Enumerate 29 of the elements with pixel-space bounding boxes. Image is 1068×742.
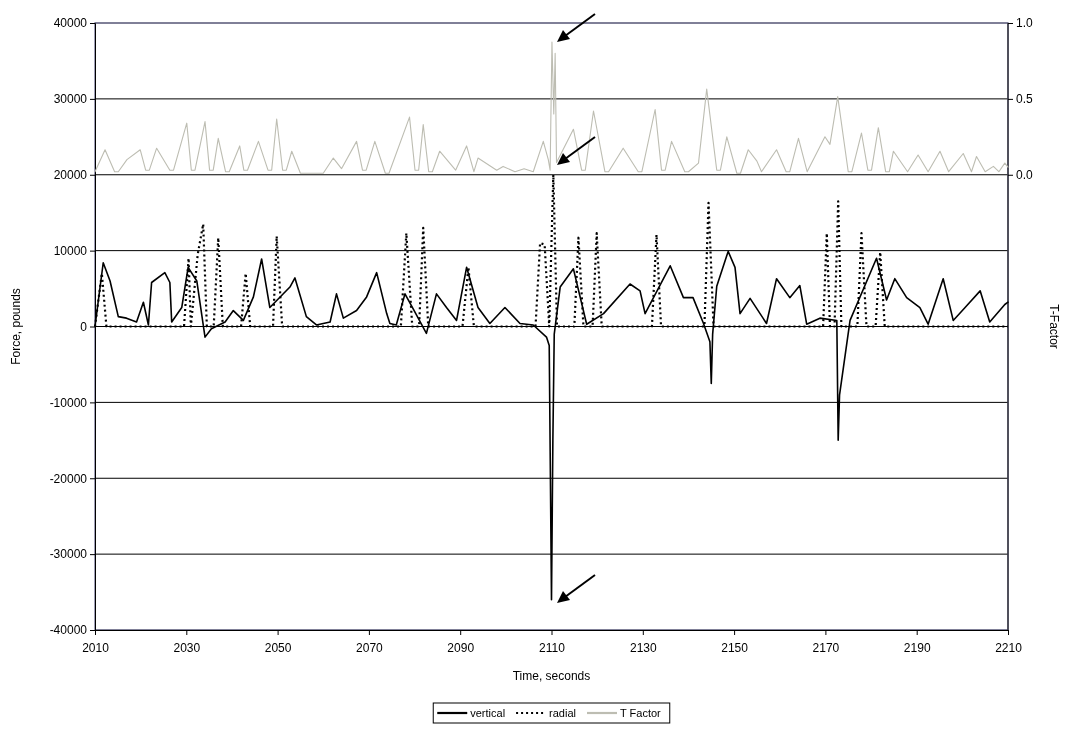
x-tick-label: 2190 [903, 641, 931, 656]
y-tick-label: 40000 [53, 16, 88, 31]
y2-tick-label: 0.0 [1016, 168, 1034, 183]
y2-axis-title: T-Factor [1047, 304, 1061, 349]
legend-label: vertical [470, 707, 506, 719]
y2-tick-label: 0.5 [1016, 92, 1034, 107]
x-tick-label: 2110 [539, 641, 566, 656]
y-tick-label: 30000 [53, 92, 88, 107]
x-axis-title: Time, seconds [512, 669, 591, 683]
y2-tick-label: 1.0 [1016, 16, 1034, 31]
y-tick-label: 20000 [53, 168, 88, 183]
y-tick-label: 10000 [53, 243, 88, 258]
x-tick-label: 2210 [995, 641, 1023, 656]
x-tick-label: 2090 [447, 641, 475, 656]
y-axis-title: Force, pounds [9, 288, 23, 365]
y-tick-label: -40000 [49, 623, 88, 638]
x-tick-label: 2170 [812, 641, 840, 656]
x-tick-label: 2010 [82, 641, 110, 656]
x-tick-label: 2050 [264, 641, 292, 656]
y-tick-label: 0 [80, 319, 88, 334]
legend-label: T Factor [619, 707, 662, 719]
x-tick-label: 2130 [629, 641, 657, 656]
y-tick-label: -20000 [49, 471, 88, 486]
y-tick-label: -30000 [49, 547, 88, 562]
legend-label: radial [549, 707, 576, 719]
x-tick-label: 2150 [721, 641, 749, 656]
x-tick-label: 2070 [356, 641, 384, 656]
x-tick-label: 2030 [173, 641, 201, 656]
y-tick-label: -10000 [49, 395, 88, 410]
